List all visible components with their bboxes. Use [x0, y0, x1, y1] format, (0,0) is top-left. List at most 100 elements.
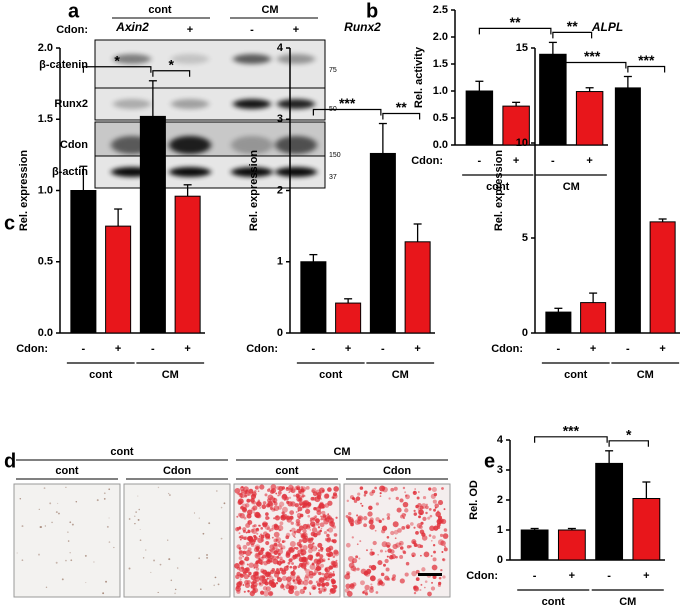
stain-dot: [333, 549, 339, 555]
stain-dot: [288, 491, 290, 494]
stain-dot: [366, 549, 368, 552]
y-tick-label: 0.0: [433, 139, 448, 151]
stain-dot: [298, 525, 304, 531]
stain-dot: [287, 561, 291, 565]
stain-dot: [352, 567, 357, 572]
stain-dot: [84, 554, 87, 557]
y-tick-label: 2.5: [433, 4, 448, 16]
stain-dot: [244, 558, 246, 561]
image-label: cont: [275, 465, 299, 477]
stain-dot: [276, 567, 279, 571]
stain-dot: [441, 550, 444, 553]
stain-dot: [277, 494, 280, 497]
stain-dot: [273, 531, 280, 538]
stain-dot: [288, 487, 294, 493]
stain-dot: [295, 546, 299, 550]
stain-dot: [313, 558, 319, 564]
stain-dot: [290, 571, 294, 575]
stain-dot: [390, 530, 395, 536]
stain-dot: [321, 510, 326, 515]
stain-dot: [331, 573, 336, 577]
stain-dot: [392, 543, 398, 550]
stain-dot: [267, 500, 273, 507]
row-label: Cdon:: [411, 155, 443, 167]
stain-dot: [297, 506, 303, 512]
stain-dot: [414, 488, 416, 490]
stain-dot: [253, 511, 256, 514]
stain-dot: [437, 525, 441, 529]
bar: [70, 190, 97, 334]
significance-label: ***: [584, 48, 601, 64]
stain-dot: [427, 591, 432, 597]
stain-dot: [247, 509, 253, 515]
stain-dot: [292, 579, 296, 582]
significance-bracket: [82, 66, 152, 73]
stain-dot: [324, 568, 328, 572]
stain-dot: [436, 522, 441, 527]
stain-dot: [363, 490, 368, 495]
stain-dot: [326, 533, 330, 538]
stain-dot: [137, 495, 139, 497]
stain-dot: [413, 526, 416, 529]
stain-dot: [67, 540, 70, 542]
stain-dot: [424, 586, 426, 589]
stain-dot: [61, 578, 64, 581]
stain-dot: [327, 513, 330, 515]
stain-dot: [276, 538, 279, 542]
stain-dot: [206, 556, 209, 559]
stain-dot: [420, 583, 423, 586]
stain-dot: [368, 565, 372, 569]
stain-dot: [379, 485, 386, 492]
blot-label: β-catenin: [39, 59, 88, 71]
stain-dot: [422, 495, 427, 500]
x-tick-label: +: [569, 570, 575, 582]
stain-dot: [55, 511, 58, 514]
stain-dot: [255, 512, 261, 519]
x-tick-label: +: [643, 570, 649, 582]
stain-dot: [383, 563, 386, 567]
stain-dot: [428, 487, 432, 491]
stain-dot: [265, 586, 271, 592]
stain-dot: [239, 573, 244, 578]
stain-dot: [153, 559, 155, 562]
stain-dot: [258, 535, 261, 538]
stain-dot: [265, 512, 269, 516]
significance-bracket: [152, 70, 191, 77]
stain-dot: [242, 529, 246, 533]
stain-dot: [38, 508, 40, 510]
stain-dot: [330, 588, 334, 591]
stain-dot: [418, 509, 424, 516]
stain-dot: [223, 502, 226, 505]
stain-dot: [425, 503, 428, 506]
stain-dot: [238, 492, 244, 498]
stain-dot: [315, 553, 320, 557]
y-tick-label: 15: [516, 42, 528, 54]
stain-dot: [270, 549, 274, 553]
stain-dot: [245, 531, 248, 534]
stain-dot: [318, 590, 323, 594]
stain-dot: [294, 555, 297, 558]
stain-dot: [422, 516, 427, 521]
stain-dot: [399, 498, 404, 503]
stain-dot: [411, 539, 417, 545]
stain-dot: [381, 485, 386, 491]
stain-dot: [281, 486, 285, 490]
y-tick-label: 2.0: [433, 31, 448, 43]
stain-dot: [292, 549, 295, 552]
stain-dot: [269, 549, 271, 551]
significance-label: *: [114, 52, 120, 68]
stain-dot: [371, 489, 376, 494]
stain-dot: [377, 582, 381, 587]
stain-dot: [433, 525, 439, 531]
stain-dot: [215, 490, 218, 492]
y-tick-label: 1.5: [38, 113, 53, 125]
stain-dot: [299, 588, 305, 595]
stain-dot: [278, 528, 282, 532]
stain-dot: [309, 521, 316, 527]
stain-dot: [316, 531, 321, 536]
stain-dot: [369, 575, 376, 582]
row-label: Cdon:: [491, 343, 523, 355]
stain-dot: [302, 545, 308, 551]
bar: [545, 311, 572, 334]
x-tick-label: +: [513, 155, 519, 167]
